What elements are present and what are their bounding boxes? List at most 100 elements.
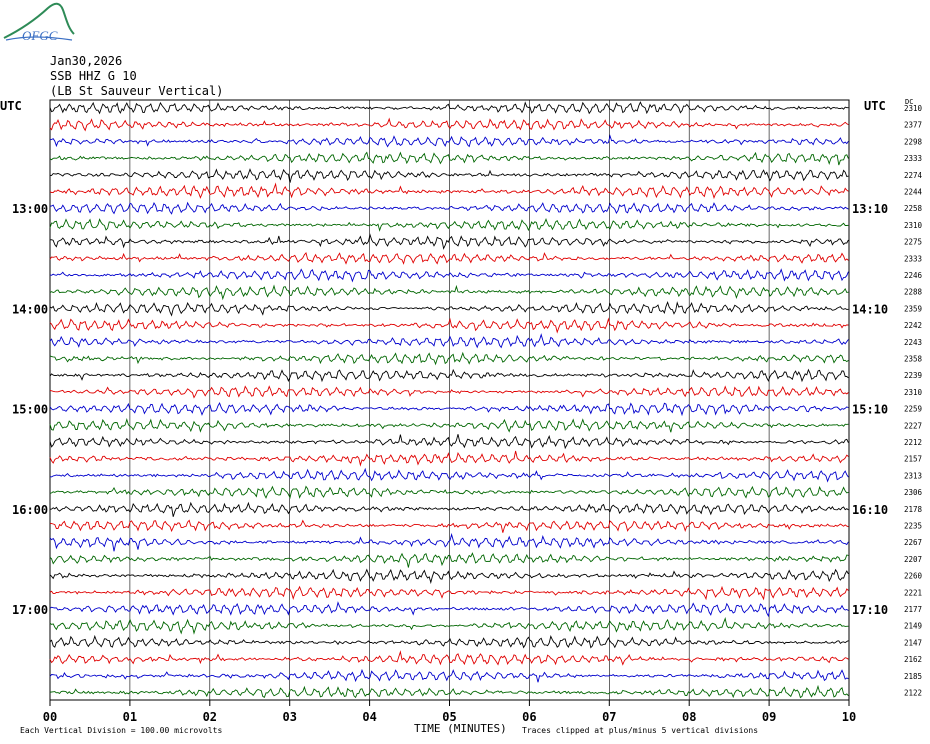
dc-offset-value: 2239 <box>904 371 922 380</box>
header-station: SSB HHZ G 10 <box>50 69 137 83</box>
x-tick-label-05: 05 <box>442 710 456 724</box>
x-tick-label-09: 09 <box>762 710 776 724</box>
right-hour-label: 15:10 <box>852 403 888 417</box>
trace-row-19 <box>49 402 849 417</box>
left-hour-label: 16:00 <box>12 503 48 517</box>
trace-row-16 <box>49 351 849 366</box>
trace-row-34 <box>49 650 849 666</box>
trace-row-30 <box>49 585 849 601</box>
dc-offset-value: 2260 <box>904 572 923 581</box>
dc-offset-value: 2244 <box>904 188 923 197</box>
dc-offset-value: 2221 <box>904 588 922 597</box>
dc-offset-value: 2313 <box>904 471 922 480</box>
dc-offset-value: 2310 <box>904 104 923 113</box>
trace-row-8 <box>49 217 849 232</box>
x-tick-label-04: 04 <box>362 710 376 724</box>
dc-offset-value: 2235 <box>904 522 922 531</box>
dc-offset-value: 2246 <box>904 271 923 280</box>
trace-row-25 <box>49 501 849 517</box>
x-tick-label-02: 02 <box>203 710 217 724</box>
trace-row-15 <box>49 333 849 349</box>
trace-row-35 <box>49 668 849 683</box>
dc-offset-value: 2147 <box>904 638 922 647</box>
trace-row-11 <box>49 268 849 283</box>
x-axis-title: TIME (MINUTES) <box>414 722 507 735</box>
trace-row-23 <box>49 467 849 483</box>
dc-offset-value: 2149 <box>904 622 922 631</box>
trace-row-27 <box>49 532 849 552</box>
x-tick-label-07: 07 <box>602 710 616 724</box>
trace-row-22 <box>49 450 849 467</box>
dc-offset-value: 2122 <box>904 689 922 698</box>
right-hour-label: 17:10 <box>852 603 888 617</box>
trace-row-17 <box>49 368 849 383</box>
left-hour-label: 15:00 <box>12 403 48 417</box>
dc-offset-value: 2212 <box>904 438 922 447</box>
x-tick-label-10: 10 <box>842 710 856 724</box>
trace-row-4 <box>49 151 849 166</box>
logo-text: OFGC <box>22 28 58 43</box>
x-tick-label-03: 03 <box>282 710 296 724</box>
trace-row-32 <box>49 617 849 635</box>
dc-offset-value: 2288 <box>904 288 923 297</box>
header-location: (LB St Sauveur Vertical) <box>50 84 223 98</box>
trace-row-10 <box>49 251 849 265</box>
clip-note: Traces clipped at plus/minus 5 vertical … <box>522 726 758 735</box>
dc-offset-value: 2298 <box>904 137 923 146</box>
x-tick-label-00: 00 <box>43 710 57 724</box>
dc-label: DC <box>905 98 913 106</box>
dc-offset-value: 2162 <box>904 655 922 664</box>
trace-row-20 <box>49 417 849 433</box>
dc-offset-value: 2177 <box>904 605 922 614</box>
left-hour-labels: 13:00 14:00 15:00 16:00 17:00 <box>12 202 48 617</box>
trace-row-5 <box>50 168 849 183</box>
trace-row-26 <box>49 519 849 533</box>
right-hour-label: 16:10 <box>852 503 888 517</box>
dc-offset-value: 2310 <box>904 388 923 397</box>
dc-offset-value: 2227 <box>904 421 922 430</box>
x-tick-label-08: 08 <box>682 710 696 724</box>
logo-underline-icon <box>5 36 73 41</box>
dc-offset-value: 2267 <box>904 538 922 547</box>
dc-offset-value: 2157 <box>904 455 922 464</box>
trace-row-2 <box>49 117 849 132</box>
dc-offset-value: 2377 <box>904 121 922 130</box>
trace-row-31 <box>49 601 849 618</box>
dc-offset-value: 2242 <box>904 321 922 330</box>
dc-offset-value: 2178 <box>904 505 923 514</box>
trace-row-9 <box>49 232 849 250</box>
x-axis-ticks: 00 01 02 03 04 05 06 07 08 09 10 <box>43 700 856 724</box>
x-tick-label-06: 06 <box>522 710 536 724</box>
trace-row-18 <box>49 385 849 399</box>
dc-offset-value: 2243 <box>904 338 922 347</box>
dc-offset-value: 2310 <box>904 221 923 230</box>
trace-row-7 <box>49 201 849 215</box>
left-hour-label: 13:00 <box>12 202 48 216</box>
trace-row-36 <box>49 684 849 699</box>
trace-row-28 <box>49 552 849 568</box>
trace-row-6 <box>49 182 849 200</box>
header-date: Jan30,2026 <box>50 54 122 68</box>
dc-offset-value: 2333 <box>904 154 922 163</box>
trace-row-33 <box>49 634 849 649</box>
trace-row-29 <box>49 568 849 585</box>
right-hour-label: 13:10 <box>852 202 888 216</box>
dc-offset-value: 2185 <box>904 672 922 681</box>
x-tick-label-01: 01 <box>123 710 137 724</box>
dc-offset-value: 2274 <box>904 171 923 180</box>
trace-row-13 <box>49 300 849 317</box>
vertical-grid-lines <box>129 100 770 700</box>
trace-row-1 <box>49 101 849 115</box>
trace-row-24 <box>49 485 849 500</box>
right-hour-labels: 13:10 14:10 15:10 16:10 17:10 <box>852 202 888 617</box>
dc-offset-value: 2259 <box>904 405 922 414</box>
right-utc-label: UTC <box>864 99 886 113</box>
dc-offset-value: 2358 <box>904 355 923 364</box>
dc-offset-value: 2275 <box>904 238 922 247</box>
left-utc-label: UTC <box>0 99 22 113</box>
ofgc-logo: OFGC <box>3 2 75 43</box>
logo-swoosh-icon <box>3 2 75 39</box>
left-hour-label: 14:00 <box>12 302 48 316</box>
left-hour-label: 17:00 <box>12 603 48 617</box>
